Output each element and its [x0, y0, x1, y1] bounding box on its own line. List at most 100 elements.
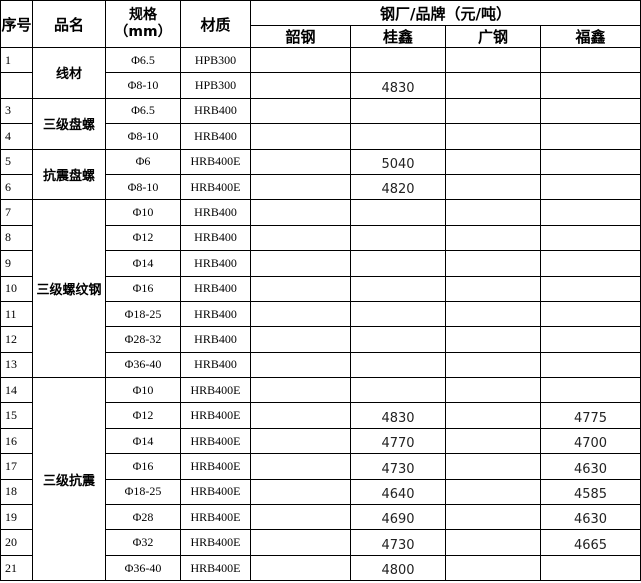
- material-cell: HRB400: [180, 351, 251, 379]
- price-cell: [250, 326, 351, 353]
- spec-cell: Φ8-10: [105, 173, 181, 201]
- spec-cell: Φ16: [105, 275, 181, 302]
- price-cell: [445, 199, 541, 226]
- price-cell: [350, 250, 446, 277]
- material-cell: HRB400: [180, 199, 251, 226]
- price-cell: [250, 402, 351, 429]
- price-cell: [250, 199, 351, 226]
- price-cell: [250, 46, 351, 74]
- price-cell: [539, 554, 641, 582]
- price-cell: [445, 377, 541, 404]
- price-cell: [445, 148, 541, 175]
- price-cell: [250, 529, 351, 556]
- price-cell: [539, 326, 641, 353]
- header-mill: 韶钢: [250, 25, 351, 48]
- price-cell: [445, 250, 541, 277]
- seq-cell: 11: [0, 300, 33, 328]
- spec-cell: Φ18-25: [105, 478, 181, 506]
- price-cell: [250, 504, 351, 531]
- table-row: 21 Φ36-40 HRB400E 4800: [0, 554, 641, 582]
- seq-cell: 13: [0, 351, 33, 379]
- price-cell: 4800: [350, 554, 446, 582]
- table-row: 8 Φ12 HRB400: [0, 224, 641, 252]
- table-row: 20 Φ32 HRB400E 4730 4665: [0, 529, 641, 556]
- table-row: 7 三级螺纹钢 Φ10 HRB400: [0, 199, 641, 379]
- material-cell: HRB400E: [180, 529, 251, 556]
- spec-cell: Φ6.5: [105, 97, 181, 125]
- spec-cell: Φ12: [105, 402, 181, 429]
- seq-cell: 3: [0, 97, 33, 125]
- spec-cell: Φ8-10: [105, 123, 181, 150]
- price-cell: [445, 300, 541, 328]
- price-cell: [250, 250, 351, 277]
- price-cell: [445, 478, 541, 506]
- price-cell: [539, 300, 641, 328]
- price-cell: [445, 427, 541, 455]
- product-name-cell: 三级螺纹钢: [32, 199, 106, 379]
- price-cell: [350, 326, 446, 353]
- seq-cell: 7: [0, 199, 33, 226]
- price-cell: [539, 72, 641, 99]
- price-cell: [445, 504, 541, 531]
- price-cell: 4775: [539, 402, 641, 429]
- seq-cell: 21: [0, 554, 33, 582]
- seq-cell: 20: [0, 529, 33, 556]
- seq-cell: 9: [0, 250, 33, 277]
- price-cell: 4630: [539, 453, 641, 480]
- table-row: 9 Φ14 HRB400: [0, 250, 641, 277]
- spec-cell: Φ16: [105, 453, 181, 480]
- price-cell: [539, 224, 641, 252]
- material-cell: HRB400: [180, 97, 251, 125]
- price-cell: [350, 97, 446, 125]
- spec-cell: Φ36-40: [105, 351, 181, 379]
- price-cell: 4770: [350, 427, 446, 455]
- seq-cell: 4: [0, 123, 33, 150]
- header-seq: 序号: [0, 0, 33, 48]
- spec-cell: Φ14: [105, 427, 181, 455]
- table-row: 18 Φ18-25 HRB400E 4640 4585: [0, 478, 641, 506]
- price-cell: [445, 453, 541, 480]
- price-cell: [445, 554, 541, 582]
- material-cell: HPB300: [180, 72, 251, 99]
- price-cell: 4730: [350, 529, 446, 556]
- table-row: 3 三级盘螺 Φ6.5 HRB400: [0, 97, 641, 150]
- price-cell: 4820: [350, 173, 446, 201]
- header-mill: 桂鑫: [350, 25, 446, 48]
- price-cell: [250, 224, 351, 252]
- seq-cell: 15: [0, 402, 33, 429]
- material-cell: HRB400: [180, 250, 251, 277]
- price-cell: [350, 46, 446, 74]
- material-cell: HRB400E: [180, 173, 251, 201]
- material-cell: HRB400: [180, 300, 251, 328]
- price-cell: [445, 529, 541, 556]
- price-cell: [445, 173, 541, 201]
- seq-cell: 17: [0, 453, 33, 480]
- table-row: 13 Φ36-40 HRB400: [0, 351, 641, 379]
- spec-cell: Φ14: [105, 250, 181, 277]
- spec-cell: Φ10: [105, 377, 181, 404]
- seq-cell: [0, 72, 33, 99]
- price-cell: 4640: [350, 478, 446, 506]
- seq-cell: 10: [0, 275, 33, 302]
- spec-cell: Φ18-25: [105, 300, 181, 328]
- price-cell: [250, 123, 351, 150]
- material-cell: HRB400E: [180, 478, 251, 506]
- seq-cell: 12: [0, 326, 33, 353]
- seq-cell: 6: [0, 173, 33, 201]
- price-cell: [250, 351, 351, 379]
- price-cell: [350, 224, 446, 252]
- price-cell: 4585: [539, 478, 641, 506]
- product-name-cell: 三级盘螺: [32, 97, 106, 150]
- price-cell: [250, 427, 351, 455]
- material-cell: HRB400E: [180, 427, 251, 455]
- price-cell: 4830: [350, 72, 446, 99]
- material-cell: HRB400E: [180, 377, 251, 404]
- price-cell: [445, 46, 541, 74]
- price-cell: 4690: [350, 504, 446, 531]
- table-row: 19 Φ28 HRB400E 4690 4630: [0, 504, 641, 531]
- price-cell: 4665: [539, 529, 641, 556]
- price-cell: [250, 72, 351, 99]
- price-cell: [445, 275, 541, 302]
- price-cell: [539, 275, 641, 302]
